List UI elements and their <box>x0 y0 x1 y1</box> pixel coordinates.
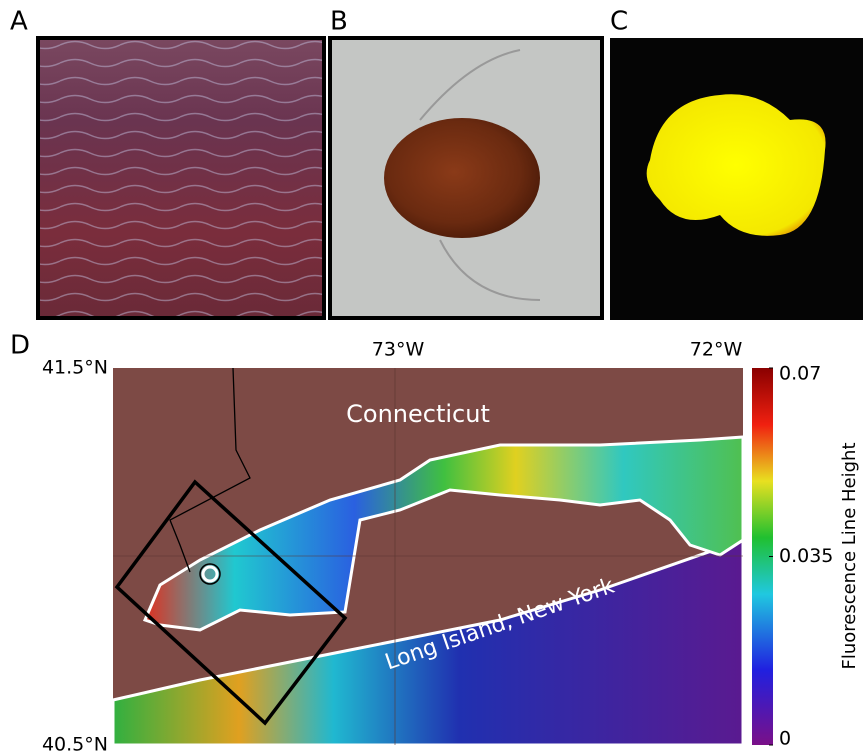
panel-label: B <box>330 7 348 37</box>
lat-label: 40.5°N <box>42 734 108 756</box>
panel-label: C <box>610 7 628 37</box>
colorbar-ticks: 0 0.035 0.07 <box>769 363 833 750</box>
panel-label: D <box>10 331 30 361</box>
cell <box>384 118 540 238</box>
lon-label: 72°W <box>690 339 743 361</box>
lon-label: 73°W <box>372 339 425 361</box>
colorbar-tick-label: 0.07 <box>779 363 821 385</box>
figure: A B C D 73°W 72°W 41.5°N 40.5°N Connecti… <box>0 0 863 756</box>
colorbar-tick-label: 0 <box>779 728 791 750</box>
photo-waves <box>38 38 324 318</box>
panel-label: A <box>10 7 28 37</box>
map-label: Connecticut <box>346 400 490 428</box>
colorbar-tick-label: 0.035 <box>779 545 833 567</box>
lat-label: 41.5°N <box>42 357 108 379</box>
colorbar-label: Fluorescence Line Height <box>839 442 860 669</box>
